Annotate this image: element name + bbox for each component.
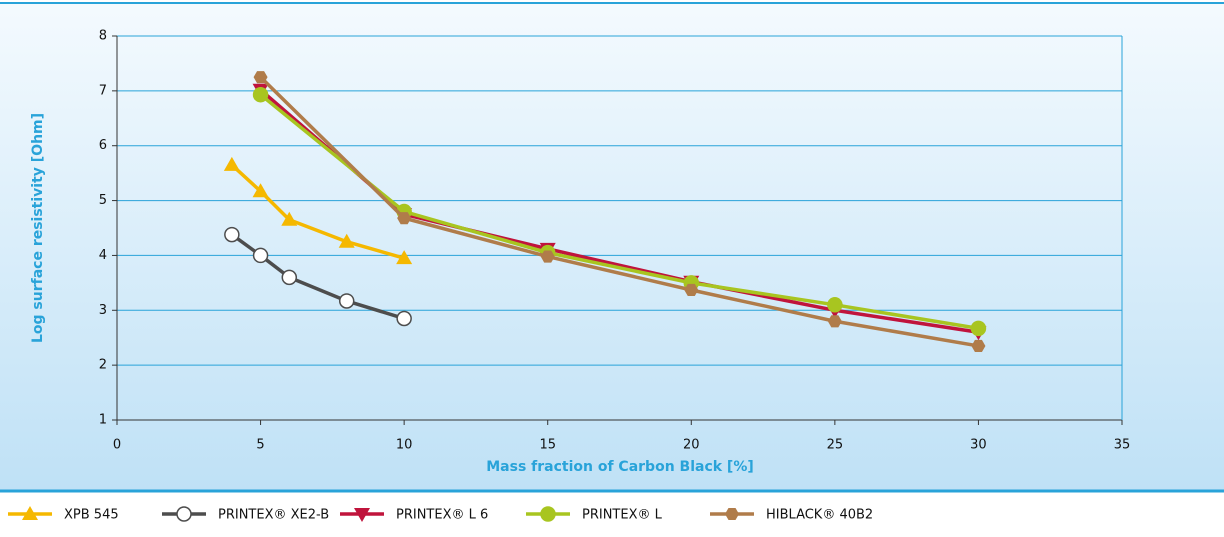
plot-background (0, 4, 1224, 490)
y-tick-label: 3 (99, 303, 107, 318)
y-tick-label: 1 (99, 413, 107, 428)
series-line (259, 93, 979, 331)
x-tick-label: 25 (827, 438, 844, 453)
y-tick-label: 6 (99, 138, 107, 153)
legend-marker (354, 508, 370, 522)
y-tick-label: 4 (99, 248, 107, 263)
legend-label: PRINTEX® XE2-B (218, 508, 329, 523)
data-point (970, 320, 987, 337)
data-point (396, 310, 412, 327)
y-tick-label: 5 (99, 193, 107, 208)
x-axis-title: Mass fraction of Carbon Black [%] (486, 459, 754, 475)
data-point (252, 183, 269, 198)
y-tick-label: 7 (99, 83, 107, 98)
series-line (259, 75, 979, 348)
data-point (223, 156, 240, 171)
x-tick-label: 10 (396, 438, 413, 453)
data-point (224, 226, 240, 243)
x-tick-label: 15 (539, 438, 556, 453)
data-point (397, 212, 412, 225)
data-point (684, 283, 699, 297)
data-point (281, 269, 298, 286)
legend-marker (540, 506, 556, 522)
data-point (540, 250, 555, 263)
legend-marker (725, 507, 739, 521)
x-tick-label: 35 (1114, 438, 1131, 453)
legend-label: PRINTEX® L 6 (396, 508, 488, 523)
legend-label: HIBLACK® 40B2 (766, 508, 873, 523)
y-tick-label: 8 (99, 29, 107, 44)
legend: XPB 545 PRINTEX® XE2-B PRINTEX® L 6 PRINTEX… (8, 506, 873, 523)
legend-marker (22, 506, 38, 520)
data-point (253, 71, 268, 84)
x-tick-label: 5 (256, 438, 264, 453)
data-point (971, 339, 986, 353)
data-point (252, 247, 269, 264)
data-point (252, 86, 269, 103)
data-point (338, 233, 355, 248)
y-tick-label: 2 (99, 358, 107, 373)
legend-label: PRINTEX® L (582, 508, 663, 523)
data-point (338, 293, 355, 309)
x-tick-label: 30 (970, 438, 987, 453)
legend-marker (176, 506, 192, 522)
x-tick-label: 0 (113, 438, 121, 453)
data-point (827, 315, 842, 328)
y-axis-title: Log surface resistivity [Ohm] (30, 113, 46, 343)
legend-label: XPB 545 (64, 508, 119, 523)
data-point (281, 211, 298, 226)
data-point (396, 250, 413, 265)
data-point (827, 297, 843, 313)
x-tick-label: 20 (683, 438, 700, 453)
